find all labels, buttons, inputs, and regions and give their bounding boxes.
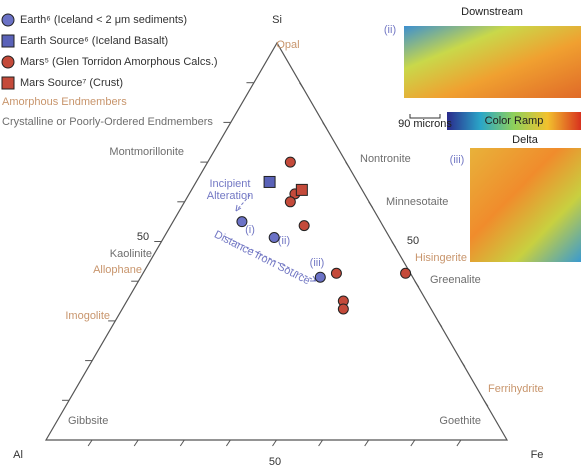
- endmember-label: Allophane: [93, 264, 142, 276]
- tick: [365, 440, 369, 446]
- tick: [180, 440, 184, 446]
- legend-note: Crystalline or Poorly-Ordered Endmembers: [2, 116, 213, 128]
- point: [285, 197, 295, 207]
- axis-label: Al: [13, 449, 23, 461]
- point: [299, 221, 309, 231]
- tick: [369, 202, 373, 208]
- tick: [457, 440, 461, 446]
- inset-title: Delta: [512, 134, 539, 146]
- legend-marker: [2, 56, 14, 68]
- point: [338, 304, 348, 314]
- annotation: Alteration: [207, 190, 253, 202]
- axis-label: Fe: [531, 449, 544, 461]
- endmember-label: Imogolite: [65, 310, 110, 322]
- legend-label: Earth⁶ (Iceland < 2 μm sediments): [20, 14, 187, 26]
- point: [401, 268, 411, 278]
- legend-note: Amorphous Endmembers: [2, 96, 127, 108]
- point: [237, 217, 247, 227]
- inset-title: Downstream: [461, 6, 523, 18]
- tick: [461, 361, 465, 367]
- endmember-label: Nontronite: [360, 153, 411, 165]
- tick: [134, 440, 138, 446]
- endmember-label: Kaolinite: [110, 248, 152, 260]
- legend-marker: [2, 77, 14, 89]
- tick: [300, 83, 304, 89]
- tick: [273, 440, 277, 446]
- axis-label: Si: [272, 14, 282, 26]
- tick: [323, 122, 327, 128]
- annotation: (ii): [278, 235, 290, 247]
- point: [315, 272, 325, 282]
- tick: [319, 440, 323, 446]
- annotation: Distance from Source: [212, 229, 312, 288]
- point: [331, 268, 341, 278]
- scale-label: 90 microns: [398, 118, 452, 130]
- endmember-label: Hisingerite: [415, 252, 467, 264]
- endmember-label: Greenalite: [430, 274, 481, 286]
- tick: [438, 321, 442, 327]
- inset-image: [470, 148, 581, 262]
- tick-label: 50: [137, 231, 149, 243]
- endmember-label: Minnesotaite: [386, 196, 448, 208]
- inset-label: (iii): [450, 154, 465, 166]
- endmember-label: Opal: [276, 39, 299, 51]
- inset-image: [404, 26, 581, 98]
- tick-label: 50: [269, 456, 281, 468]
- point: [264, 176, 275, 187]
- tick: [415, 281, 419, 287]
- legend-label: Mars Source⁷ (Crust): [20, 77, 123, 89]
- inset-label: (ii): [384, 24, 396, 36]
- figure: Si Al Fe 50 50 50 Opal Montmorillonite Kaolinite…: [0, 0, 581, 472]
- annotation: (i): [245, 224, 255, 236]
- legend-label: Earth Source⁶ (Iceland Basalt): [20, 35, 168, 47]
- legend-marker: [2, 35, 14, 47]
- annotation: (iii): [310, 257, 325, 269]
- point: [285, 157, 295, 167]
- endmember-label: Goethite: [439, 415, 481, 427]
- legend-label: Mars⁵ (Glen Torridon Amorphous Calcs.): [20, 56, 218, 68]
- endmember-label: Ferrihydrite: [488, 383, 544, 395]
- tick-label: 50: [407, 235, 419, 247]
- endmember-label: Gibbsite: [68, 415, 108, 427]
- annotation: Incipient: [210, 178, 251, 190]
- tick: [226, 440, 230, 446]
- tick: [411, 440, 415, 446]
- point: [269, 233, 279, 243]
- ramp-label: Color Ramp: [485, 115, 544, 127]
- tick: [484, 400, 488, 406]
- tick: [392, 242, 396, 248]
- legend-marker: [2, 14, 14, 26]
- point: [296, 184, 307, 195]
- tick: [346, 162, 350, 168]
- tick: [88, 440, 92, 446]
- endmember-label: Montmorillonite: [109, 146, 184, 158]
